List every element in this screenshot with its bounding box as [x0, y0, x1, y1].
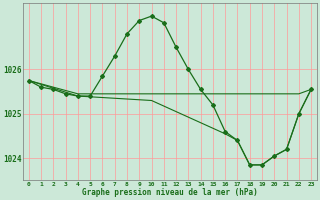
X-axis label: Graphe pression niveau de la mer (hPa): Graphe pression niveau de la mer (hPa) [82, 188, 258, 197]
